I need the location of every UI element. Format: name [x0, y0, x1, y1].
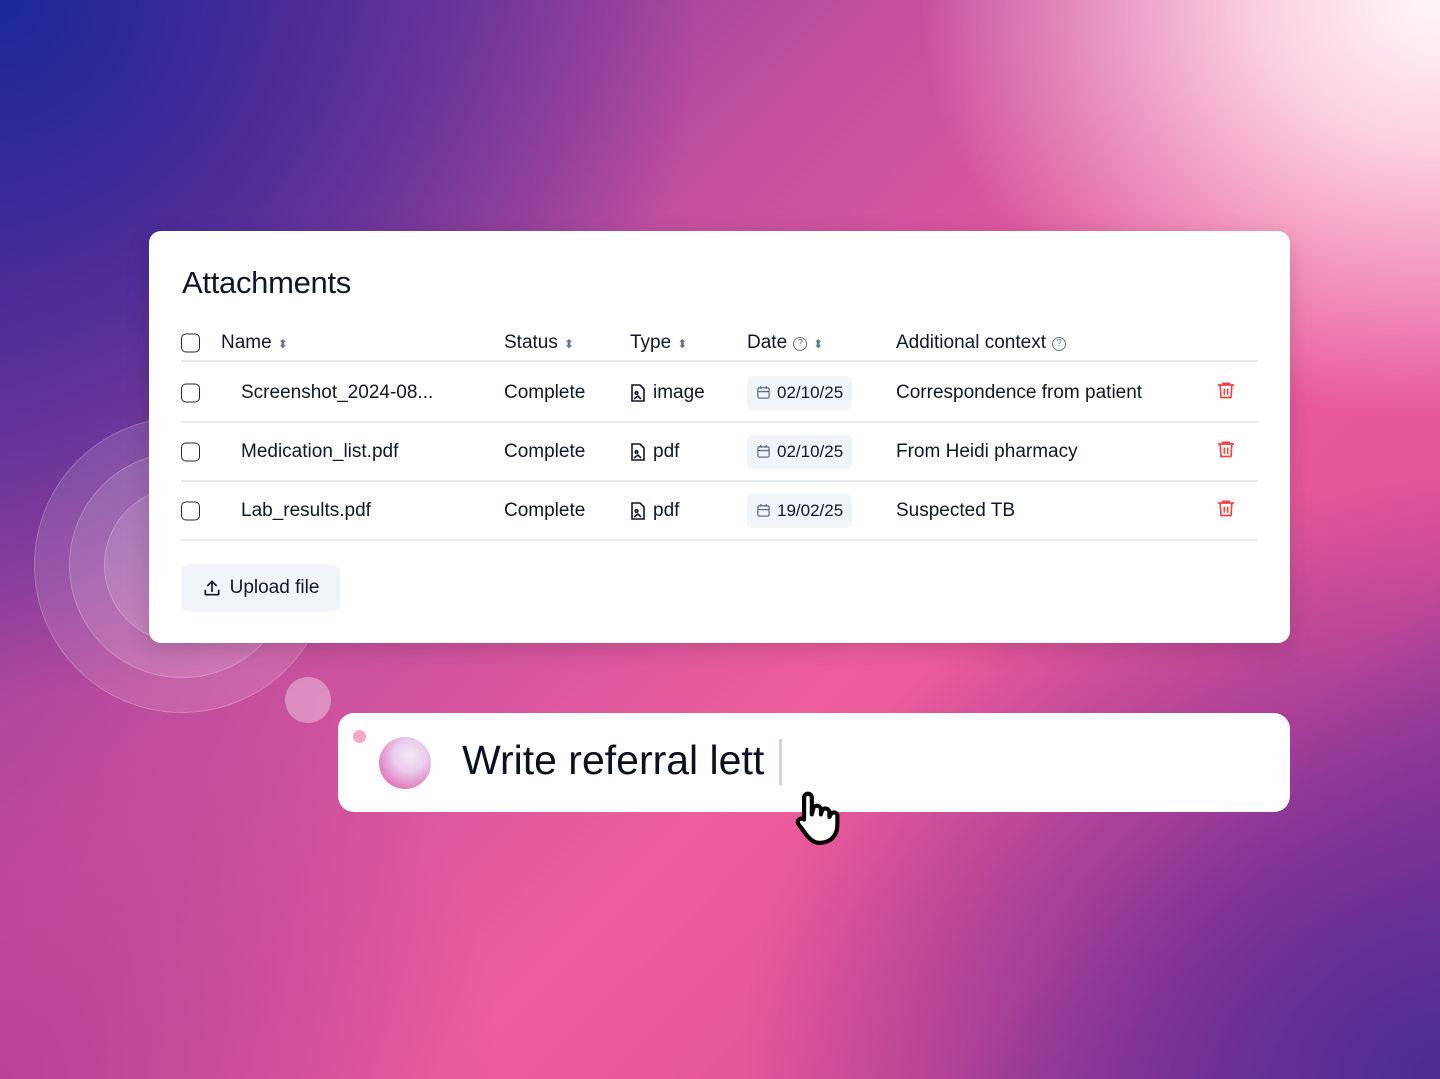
table-row: Screenshot_2024-08... Complete image 02/… — [181, 364, 1258, 423]
date-text: 02/10/25 — [777, 441, 844, 461]
date-text: 19/02/25 — [777, 500, 844, 520]
type-label: image — [653, 381, 705, 403]
table-row: Medication_list.pdf Complete pdf 02/10/2… — [181, 423, 1258, 482]
delete-button[interactable] — [1216, 379, 1236, 407]
type-label: pdf — [653, 440, 680, 462]
status-text: Complete — [504, 440, 586, 462]
sort-icon: ⬍ — [813, 337, 824, 351]
help-icon[interactable]: ? — [1052, 337, 1066, 351]
trash-icon — [1217, 500, 1235, 516]
additional-context[interactable]: From Heidi pharmacy — [896, 440, 1078, 462]
date-badge[interactable]: 02/10/25 — [747, 434, 853, 469]
sort-icon: ⬍ — [277, 337, 288, 351]
upload-file-button[interactable]: Upload file — [181, 564, 340, 612]
header-label: Additional context — [896, 332, 1046, 353]
decorative-dot — [285, 677, 331, 723]
hand-pointer-icon — [795, 791, 840, 845]
delete-button[interactable] — [1216, 438, 1236, 466]
sort-icon: ⬍ — [677, 337, 688, 351]
sort-icon: ⬍ — [563, 337, 574, 351]
header-label: Name — [221, 332, 272, 353]
sort-status[interactable]: Status ⬍ — [504, 332, 574, 354]
additional-context[interactable]: Correspondence from patient — [896, 381, 1143, 403]
date-badge[interactable]: 19/02/25 — [747, 493, 853, 528]
trash-icon — [1217, 441, 1235, 457]
status-text: Complete — [504, 381, 586, 403]
upload-label: Upload file — [229, 577, 320, 598]
calendar-icon — [757, 503, 770, 517]
sort-date[interactable]: Date? ⬍ — [747, 332, 823, 354]
row-checkbox[interactable] — [181, 501, 200, 520]
upload-icon — [204, 580, 220, 596]
file-icon — [631, 442, 645, 461]
date-badge[interactable]: 02/10/25 — [747, 375, 853, 410]
ai-orb-icon — [379, 737, 431, 789]
delete-button[interactable] — [1216, 497, 1236, 525]
header-label: Date — [747, 332, 788, 353]
header-context: Additional context? — [896, 332, 1066, 354]
page-title: Attachments — [182, 265, 352, 300]
type-label: pdf — [653, 499, 680, 521]
prompt-input[interactable]: Write referral lett — [462, 737, 765, 783]
status-text: Complete — [504, 499, 586, 521]
file-type: pdf — [630, 500, 679, 522]
file-type: image — [630, 382, 705, 404]
table-row: Lab_results.pdf Complete pdf 19/02/25 Su… — [181, 482, 1258, 541]
prompt-bar[interactable]: Write referral lett — [338, 713, 1290, 812]
table-header: Name ⬍ Status ⬍ Type ⬍ Date? ⬍ Additional co… — [181, 326, 1258, 362]
text-caret — [779, 739, 782, 785]
help-icon[interactable]: ? — [793, 337, 808, 351]
file-name[interactable]: Lab_results.pdf — [241, 499, 371, 521]
trash-icon — [1217, 382, 1235, 398]
additional-context[interactable]: Suspected TB — [896, 499, 1016, 521]
file-icon — [631, 501, 645, 520]
row-checkbox[interactable] — [181, 442, 200, 461]
date-text: 02/10/25 — [777, 382, 844, 402]
attachments-card: Attachments Name ⬍ Status ⬍ Type ⬍ Date? ⬍ A… — [149, 231, 1290, 643]
calendar-icon — [757, 385, 770, 399]
file-type: pdf — [630, 441, 679, 463]
file-icon — [631, 383, 645, 402]
select-all-checkbox[interactable] — [181, 333, 200, 353]
file-name[interactable]: Screenshot_2024-08... — [241, 381, 434, 403]
calendar-icon — [757, 444, 770, 458]
sort-type[interactable]: Type ⬍ — [630, 332, 687, 354]
file-name[interactable]: Medication_list.pdf — [241, 440, 399, 462]
header-label: Type — [630, 332, 672, 353]
header-label: Status — [504, 332, 558, 353]
sort-name[interactable]: Name ⬍ — [221, 332, 288, 354]
row-checkbox[interactable] — [181, 383, 200, 402]
status-dot — [353, 730, 366, 743]
